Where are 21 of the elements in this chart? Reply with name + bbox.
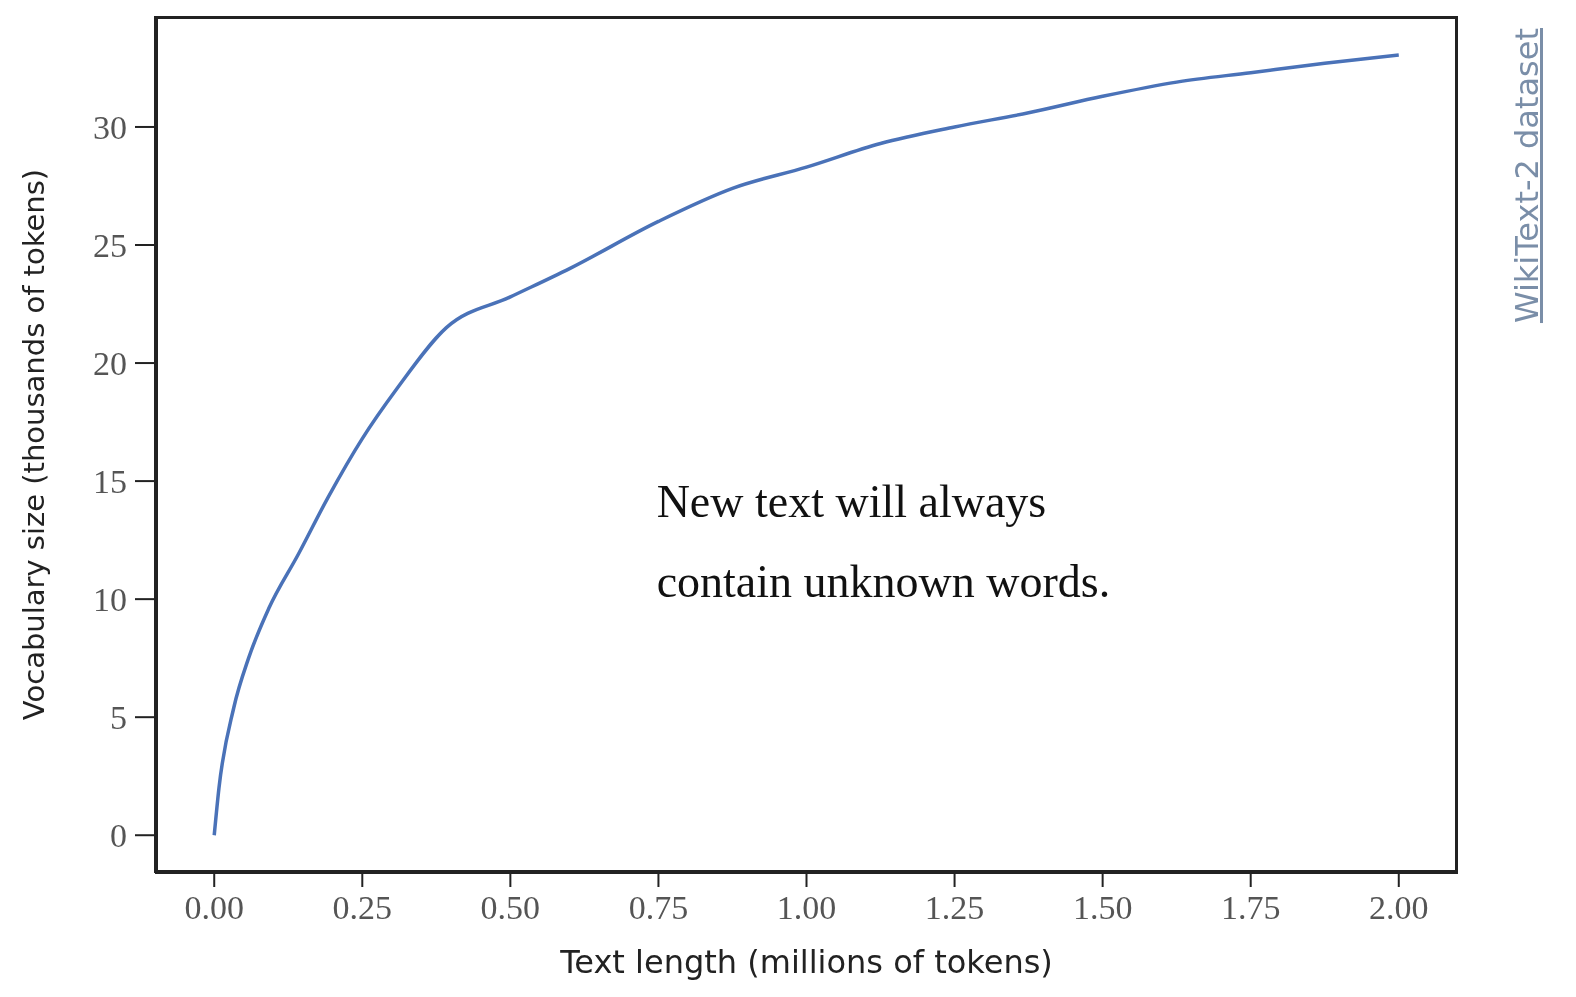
y-tick-label: 30 [93, 109, 127, 147]
x-tick-label: 1.50 [1072, 889, 1133, 927]
x-tick-label: 0.25 [332, 889, 393, 927]
x-tick-label: 1.75 [1220, 889, 1281, 927]
annotation: New text will always contain unknown words. [656, 474, 1112, 610]
x-tick-label: 0.00 [184, 889, 244, 927]
y-tick-label: 10 [93, 581, 127, 619]
x-tick-label: 0.75 [628, 889, 689, 927]
x-axis-title: Text length (millions of tokens) [559, 943, 1053, 981]
y-tick-label: 25 [93, 227, 127, 265]
y-tick-label: 20 [93, 345, 127, 383]
line-series [212, 53, 1401, 837]
x-tick-label: 0.50 [480, 889, 541, 927]
text: WikiText-2 dataset [1508, 28, 1546, 324]
y-tick-label: 5 [110, 699, 127, 737]
x-tick-label: 2.00 [1369, 889, 1429, 927]
y-tick-label: 0 [110, 817, 127, 855]
x-tick-label: 1.00 [776, 889, 837, 927]
x-tick-label: 1.25 [924, 889, 985, 927]
y-tick-label: 15 [93, 463, 127, 501]
y-axis-title: Vocabulary size (thousands of tokens) [17, 168, 52, 721]
